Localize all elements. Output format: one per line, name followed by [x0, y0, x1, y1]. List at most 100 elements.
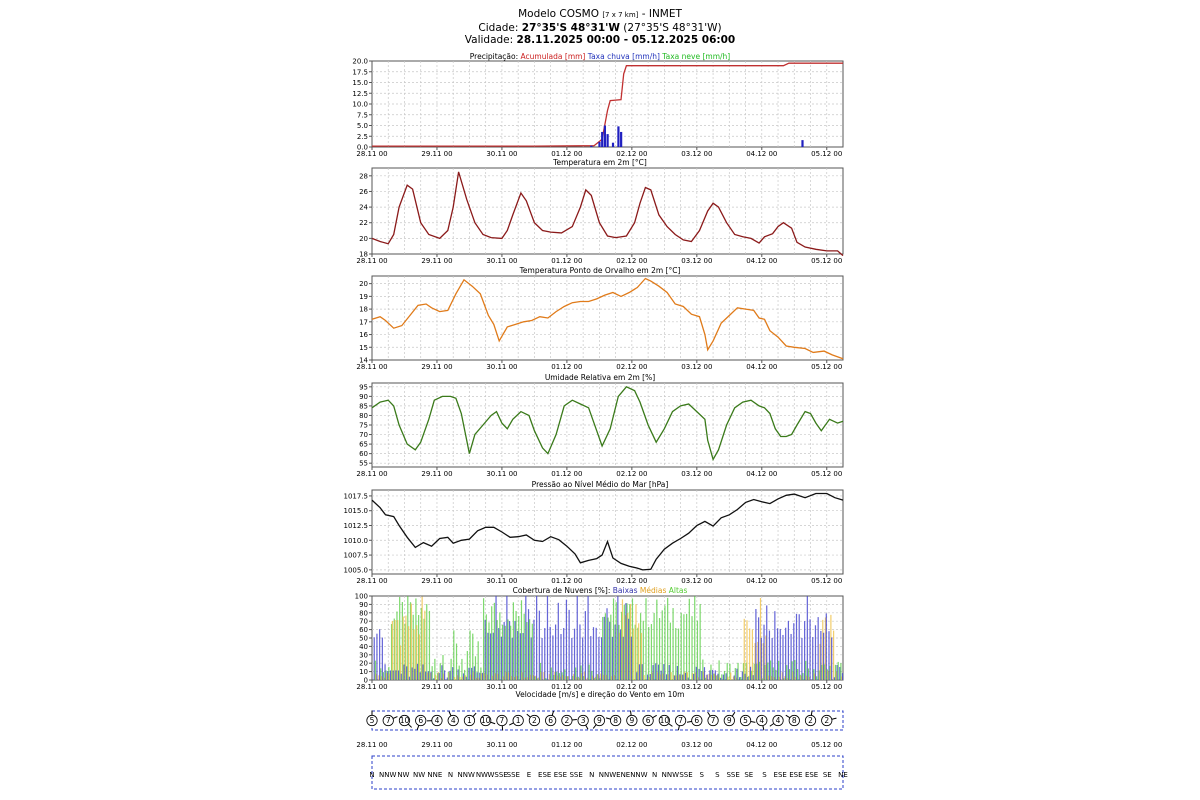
- wind-speed-label: 2: [532, 716, 537, 725]
- mid-cloud-bar: [716, 675, 718, 680]
- high-cloud-bar: [750, 670, 753, 680]
- pres-xtick-label: 01.12 00: [551, 577, 582, 585]
- high-cloud-bar: [802, 673, 804, 680]
- mid-cloud-bar: [638, 623, 640, 680]
- legend-low-clouds: Baixas: [612, 586, 638, 595]
- low-cloud-bar: [804, 621, 806, 680]
- rain-rate-bar: [611, 142, 615, 147]
- low-cloud-bar: [814, 625, 817, 680]
- pres-ytick-label: 1007.5: [344, 552, 369, 560]
- mid-cloud-bar: [524, 677, 526, 680]
- low-cloud-bar: [760, 637, 762, 680]
- low-cloud-bar: [820, 630, 822, 680]
- mid-cloud-bar: [378, 675, 380, 680]
- low-cloud-bar: [419, 672, 421, 680]
- mid-cloud-bar: [416, 625, 418, 680]
- low-cloud-bar: [408, 676, 411, 680]
- mid-cloud-bar: [483, 672, 486, 680]
- low-cloud-bar: [511, 637, 513, 680]
- dew-ytick-label: 20: [359, 280, 368, 288]
- high-cloud-bar: [602, 616, 604, 680]
- mid-cloud-bar: [562, 674, 564, 680]
- mid-cloud-bar: [443, 673, 445, 680]
- wind-speed-circle: [739, 714, 752, 727]
- wind-speed-label: 4: [451, 716, 456, 725]
- wind-speed-label: 4: [435, 716, 440, 725]
- city-line: Cidade: 27°35'S 48°31'W (27°35'S 48°31'W…: [0, 22, 1200, 35]
- high-cloud-bar: [612, 598, 615, 680]
- low-cloud-bar: [657, 664, 660, 680]
- wind-speed-label: 8: [792, 716, 797, 725]
- high-cloud-bar: [683, 614, 685, 680]
- low-cloud-bar: [676, 665, 679, 680]
- mid-cloud-bar: [481, 673, 483, 680]
- mid-cloud-bar: [819, 643, 821, 680]
- high-cloud-bar: [813, 669, 815, 680]
- high-cloud-bar: [550, 667, 552, 680]
- pres-xtick-label: 04.12 00: [746, 577, 777, 585]
- rh-ytick-label: 80: [359, 412, 368, 420]
- wind-direction-label: NNW: [630, 771, 647, 779]
- low-cloud-bar: [403, 664, 405, 680]
- mid-cloud-bar: [462, 676, 464, 680]
- high-cloud-bar: [829, 665, 831, 680]
- high-cloud-bar: [634, 624, 636, 680]
- wind-direction-label: NNW: [599, 771, 616, 779]
- mid-cloud-bar: [375, 673, 377, 680]
- low-cloud-bar: [822, 632, 825, 680]
- low-cloud-bar: [747, 676, 749, 680]
- high-cloud-bar: [488, 622, 490, 680]
- precip-ytick-label: 10.0: [352, 101, 368, 109]
- temp-xtick-label: 30.11 00: [486, 257, 517, 265]
- low-cloud-bar: [389, 670, 392, 680]
- high-cloud-bar: [596, 674, 598, 680]
- rh-ytick-label: 65: [359, 441, 368, 449]
- wind-speed-frame: [371, 710, 844, 731]
- pres-xtick-label: 29.11 00: [421, 577, 452, 585]
- precip-ytick-label: 12.5: [352, 90, 368, 98]
- low-cloud-bar: [638, 664, 641, 680]
- low-cloud-bar: [785, 627, 787, 680]
- legend-high-clouds: Altas: [668, 586, 688, 595]
- low-cloud-bar: [665, 674, 668, 680]
- high-cloud-bar: [583, 676, 585, 680]
- mid-cloud-bar: [762, 643, 764, 680]
- low-cloud-bar: [452, 667, 454, 680]
- mid-cloud-bar: [781, 672, 783, 680]
- high-cloud-bar: [564, 669, 566, 680]
- rh-xtick-label: 05.12 00: [811, 470, 842, 478]
- validity-label: Validade:: [464, 34, 514, 46]
- high-cloud-bar: [423, 618, 425, 680]
- low-cloud-bar: [763, 624, 765, 680]
- mid-cloud-bar: [822, 619, 824, 680]
- low-cloud-bar: [717, 673, 719, 680]
- low-cloud-bar: [495, 596, 497, 680]
- temp-xtick-label: 05.12 00: [811, 257, 842, 265]
- pres-xtick-label: 30.11 00: [486, 577, 517, 585]
- high-cloud-bar: [396, 611, 398, 680]
- low-cloud-bar: [706, 674, 708, 680]
- wind-speed-circle: [463, 714, 476, 727]
- mid-cloud-bar: [713, 673, 716, 680]
- low-cloud-bar: [549, 626, 551, 680]
- low-cloud-bar: [430, 671, 432, 680]
- high-cloud-bar: [759, 661, 761, 680]
- low-cloud-bar: [622, 636, 624, 680]
- precip-title: Precipitação: Acumulada [mm] Taxa chuva …: [0, 52, 1200, 61]
- high-cloud-bar: [726, 662, 728, 680]
- model-line: Modelo COSMO [7 x 7 km] - INMET: [0, 8, 1200, 22]
- mid-cloud-bar: [692, 673, 694, 680]
- mid-cloud-bar: [508, 672, 510, 680]
- wind-direction-label: ESE: [774, 771, 787, 779]
- precip-xtick-label: 03.12 00: [681, 150, 712, 158]
- high-cloud-bar: [523, 613, 525, 680]
- high-cloud-bar: [501, 624, 504, 680]
- high-cloud-bar: [553, 674, 555, 680]
- low-cloud-bar: [425, 671, 427, 680]
- high-cloud-bar: [537, 678, 539, 680]
- mid-cloud-bar: [746, 620, 748, 680]
- rain-rate-bar: [620, 131, 623, 147]
- temp-xtick-label: 28.11 00: [356, 257, 387, 265]
- mid-cloud-bar: [743, 618, 745, 680]
- temp-ytick-label: 24: [359, 204, 368, 212]
